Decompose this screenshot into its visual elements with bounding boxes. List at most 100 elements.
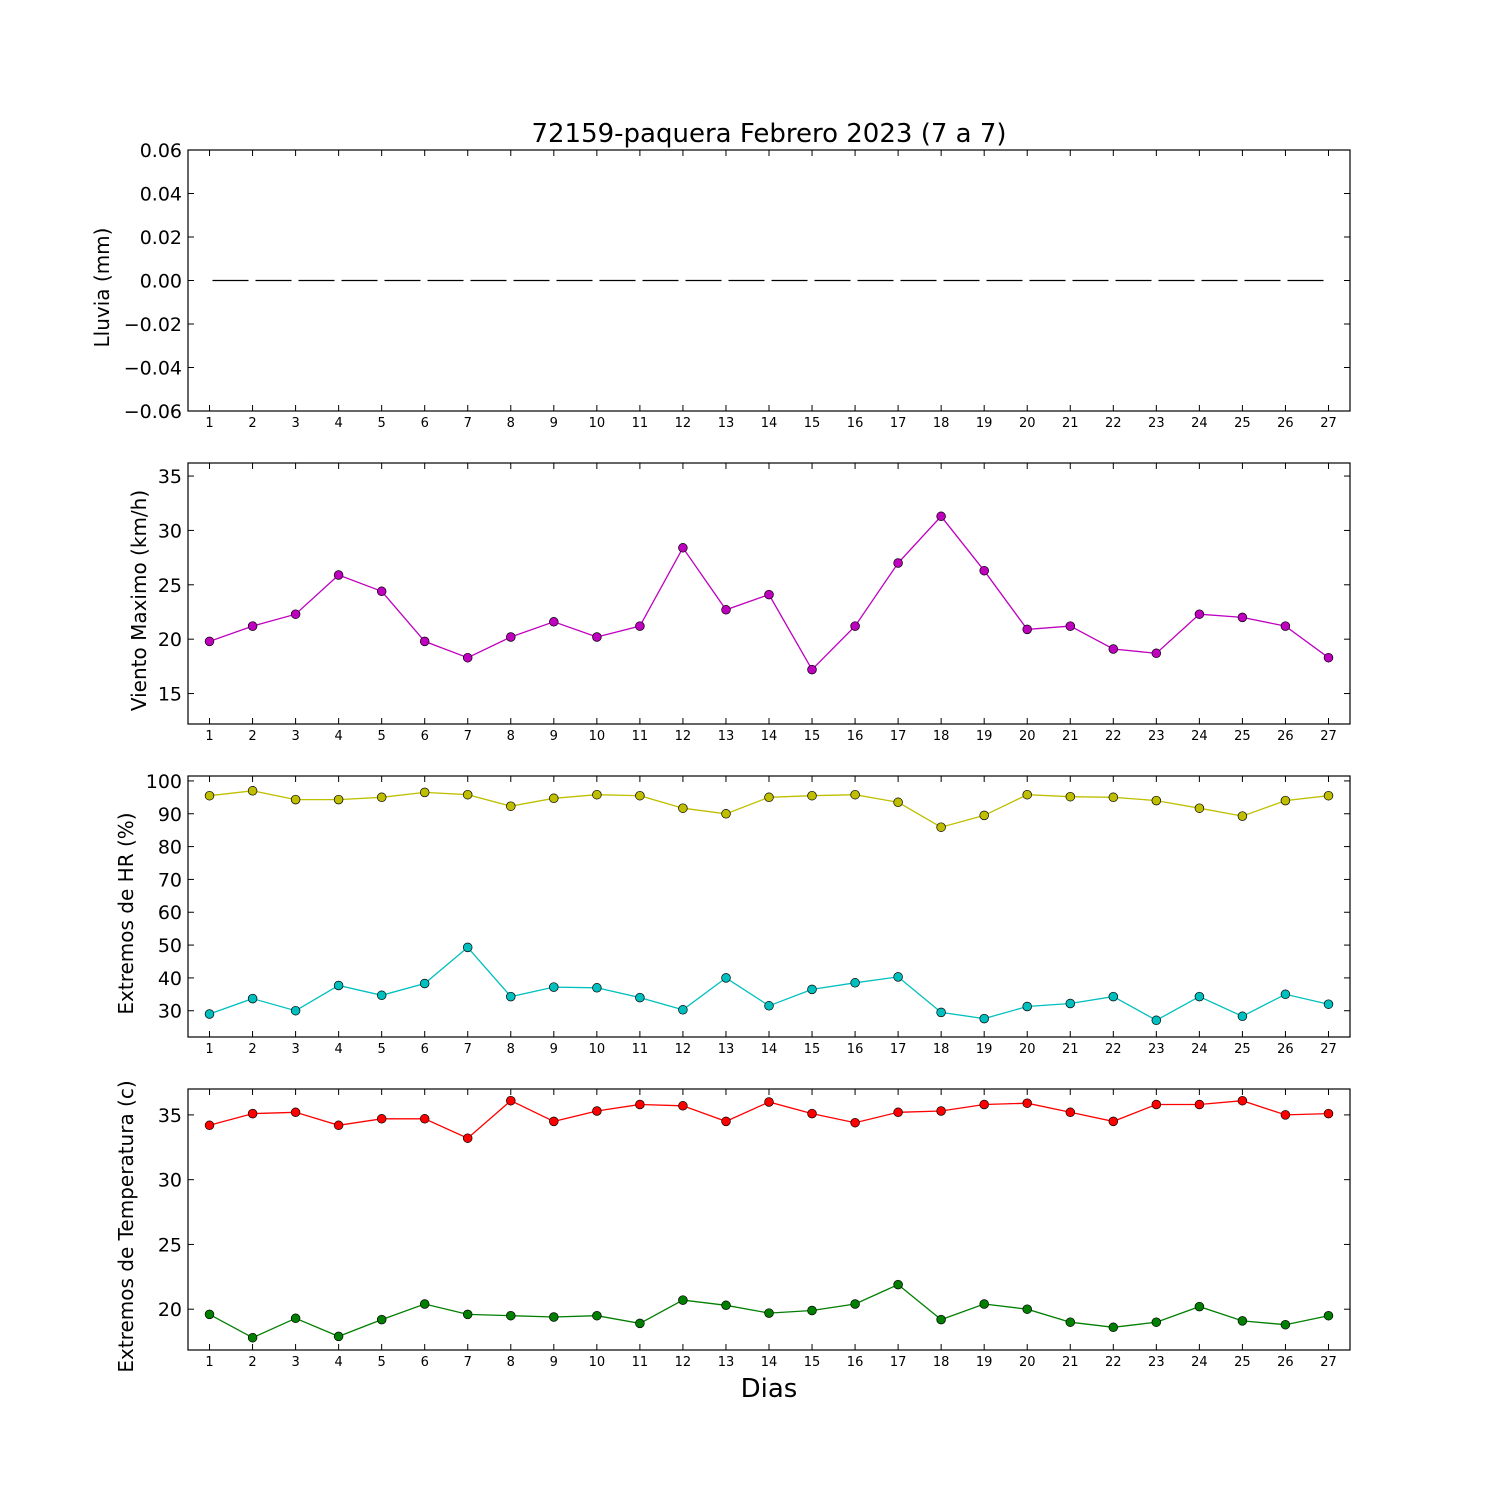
data-point xyxy=(979,565,989,576)
x-tick-label: 22 xyxy=(1105,1355,1122,1370)
x-tick-label: 24 xyxy=(1191,1355,1208,1370)
data-point xyxy=(462,942,473,953)
x-tick-label: 24 xyxy=(1191,729,1208,744)
y-tick-label: 100 xyxy=(146,771,182,793)
panel-1: 0.060.040.020.00−0.02−0.04−0.061 2 3 4 5 6 7 8 9… xyxy=(90,140,1351,431)
x-tick-label: 20 xyxy=(1019,1042,1036,1057)
x-tick-label: 1 xyxy=(205,416,213,431)
x-tick-label: 17 xyxy=(890,416,907,431)
data-point xyxy=(764,589,774,600)
y-tick-label: 50 xyxy=(158,935,182,957)
x-tick-label: 27 xyxy=(1320,1042,1337,1057)
x-tick-label: 4 xyxy=(334,1355,342,1370)
data-point xyxy=(893,797,903,808)
data-point xyxy=(764,1097,774,1107)
data-point xyxy=(1323,652,1334,663)
data-point xyxy=(204,1009,215,1019)
data-point xyxy=(807,790,817,801)
data-point xyxy=(678,1295,688,1305)
data-point xyxy=(1194,991,1205,1002)
x-tick-label: 9 xyxy=(550,1355,558,1370)
x-tick-label: 25 xyxy=(1234,1355,1251,1370)
data-point xyxy=(936,1106,946,1116)
x-tick-label: 9 xyxy=(550,729,558,744)
data-point xyxy=(1065,1317,1076,1327)
x-tick-label: 7 xyxy=(464,729,472,744)
x-tick-label: 5 xyxy=(378,1042,386,1057)
data-point xyxy=(204,1120,215,1131)
x-tick-label: 21 xyxy=(1062,729,1079,744)
y-tick-label: −0.02 xyxy=(124,314,182,336)
data-point xyxy=(635,1099,645,1110)
data-point xyxy=(721,1300,731,1311)
x-tick-label: 8 xyxy=(507,729,515,744)
x-tick-label: 8 xyxy=(507,1042,515,1057)
x-tick-label: 6 xyxy=(421,416,429,431)
data-point xyxy=(721,973,731,983)
x-tick-label: 7 xyxy=(464,1042,472,1057)
data-point xyxy=(1323,790,1334,801)
x-tick-label: 13 xyxy=(718,1355,735,1370)
x-tick-label: 6 xyxy=(421,729,429,744)
data-point xyxy=(549,982,559,992)
data-point xyxy=(635,621,645,631)
data-point xyxy=(506,801,516,811)
data-point xyxy=(1108,792,1119,803)
data-point xyxy=(1151,1015,1162,1026)
x-tick-label: 14 xyxy=(761,1355,778,1370)
data-point xyxy=(979,1299,989,1309)
y-tick-label: 90 xyxy=(158,804,182,826)
x-tick-label: 16 xyxy=(847,416,864,431)
x-axis-title: Dias xyxy=(741,1374,798,1404)
data-point xyxy=(549,793,559,804)
data-point xyxy=(247,1332,258,1343)
data-point xyxy=(893,972,903,982)
x-tick-label: 15 xyxy=(804,729,821,744)
data-point xyxy=(1022,1304,1032,1314)
data-point xyxy=(376,1114,387,1124)
x-tick-label: 25 xyxy=(1234,729,1251,744)
data-point xyxy=(678,543,688,553)
x-tick-label: 27 xyxy=(1320,1355,1337,1370)
data-point xyxy=(635,992,645,1003)
data-point xyxy=(1237,1316,1248,1326)
x-tick-label: 25 xyxy=(1234,1042,1251,1057)
x-tick-label: 25 xyxy=(1234,416,1251,431)
x-tick-label: 7 xyxy=(464,1355,472,1370)
y-tick-label: −0.06 xyxy=(124,401,182,423)
x-tick-label: 3 xyxy=(291,729,299,744)
data-point xyxy=(1065,998,1076,1009)
y-tick-label: 0.06 xyxy=(140,140,182,162)
data-point xyxy=(936,1007,946,1018)
data-point xyxy=(1194,1301,1205,1312)
data-point xyxy=(247,621,258,631)
data-point xyxy=(893,1107,903,1118)
x-tick-label: 11 xyxy=(632,416,649,431)
data-point xyxy=(1022,1098,1032,1108)
data-point xyxy=(462,1309,473,1320)
data-point xyxy=(1151,648,1162,659)
x-tick-label: 21 xyxy=(1062,1042,1079,1057)
data-point xyxy=(850,978,860,988)
x-tick-label: 10 xyxy=(589,729,606,744)
data-point xyxy=(333,1331,344,1342)
data-point xyxy=(549,1116,559,1127)
x-tick-label: 16 xyxy=(847,1042,864,1057)
x-tick-label: 19 xyxy=(976,1042,993,1057)
x-tick-label: 19 xyxy=(976,1355,993,1370)
x-tick-label: 4 xyxy=(334,1042,342,1057)
x-tick-label: 6 xyxy=(421,1042,429,1057)
y-tick-label: 0.04 xyxy=(140,184,182,206)
x-tick-label: 10 xyxy=(589,1042,606,1057)
y-tick-label: 80 xyxy=(158,837,182,859)
y-axis-title: Extremos de Temperatura (c) xyxy=(114,1080,138,1372)
x-tick-label: 8 xyxy=(507,416,515,431)
data-point xyxy=(506,632,516,642)
data-point xyxy=(290,1313,301,1324)
x-tick-label: 2 xyxy=(248,729,256,744)
x-tick-label: 20 xyxy=(1019,416,1036,431)
data-point xyxy=(592,789,602,800)
figure-title: 72159-paquera Febrero 2023 (7 a 7) xyxy=(531,119,1006,149)
